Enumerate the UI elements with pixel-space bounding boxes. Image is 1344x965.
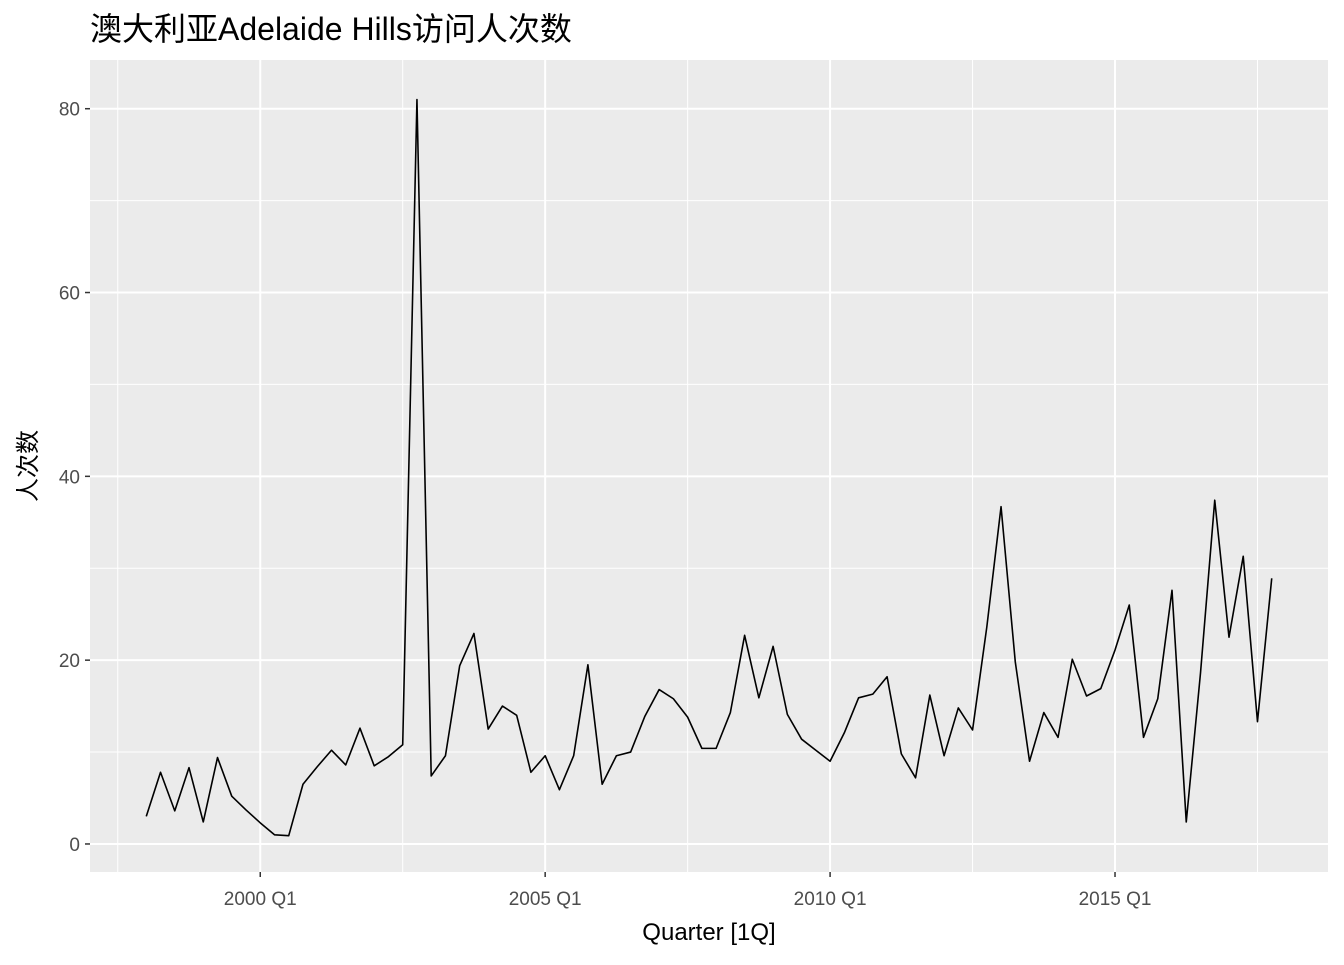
panel [90,60,1328,872]
y-tick-label: 60 [59,284,80,305]
y-tick-label: 80 [59,100,80,121]
x-tick-label: 2005 Q1 [509,889,582,910]
x-tick-label: 2015 Q1 [1079,889,1152,910]
x-tick-label: 2010 Q1 [794,889,867,910]
y-axis-label: 人次数 [15,430,42,502]
y-tick-label: 0 [69,835,80,856]
x-tick-label: 2000 Q1 [224,889,297,910]
line [145,98,1273,837]
y-tick-label: 20 [59,651,80,672]
x-axis-label: Quarter [1Q] [642,919,775,946]
y-tick-label: 40 [59,467,80,488]
chart-title: 澳大利亚Adelaide Hills访问人次数 [90,11,572,47]
